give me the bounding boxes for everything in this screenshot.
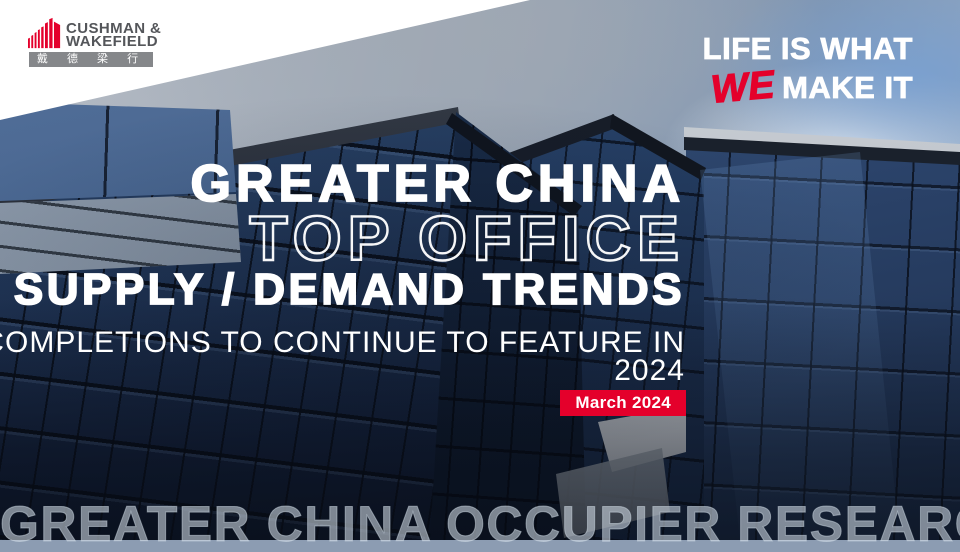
logo-wordmark: CUSHMAN & WAKEFIELD (66, 20, 162, 50)
tagline-line2-rest: MAKE IT (782, 70, 913, 106)
tagline-line1: LIFE IS WHAT (702, 31, 913, 67)
footer-banner: GREATER CHINA OCCUPIER RESEARCH (0, 496, 960, 552)
logo-chinese-banner: 戴 德 梁 行 (29, 52, 153, 67)
background-building-photo (0, 0, 960, 540)
tagline-we-red: WE (709, 63, 778, 113)
date-badge: March 2024 (560, 390, 686, 416)
building-skyline-icon (28, 17, 61, 49)
logo-wordmark-line2: WAKEFIELD (66, 33, 158, 50)
logo-wordmark-line1: CUSHMAN & (66, 20, 162, 37)
photo-vignette (0, 0, 960, 540)
brand-tagline: LIFE IS WHAT WE MAKE IT (702, 30, 913, 113)
cushman-wakefield-logo: CUSHMAN & WAKEFIELD 戴 德 梁 行 (28, 16, 258, 68)
tagline-line2: WE MAKE IT (703, 63, 913, 113)
